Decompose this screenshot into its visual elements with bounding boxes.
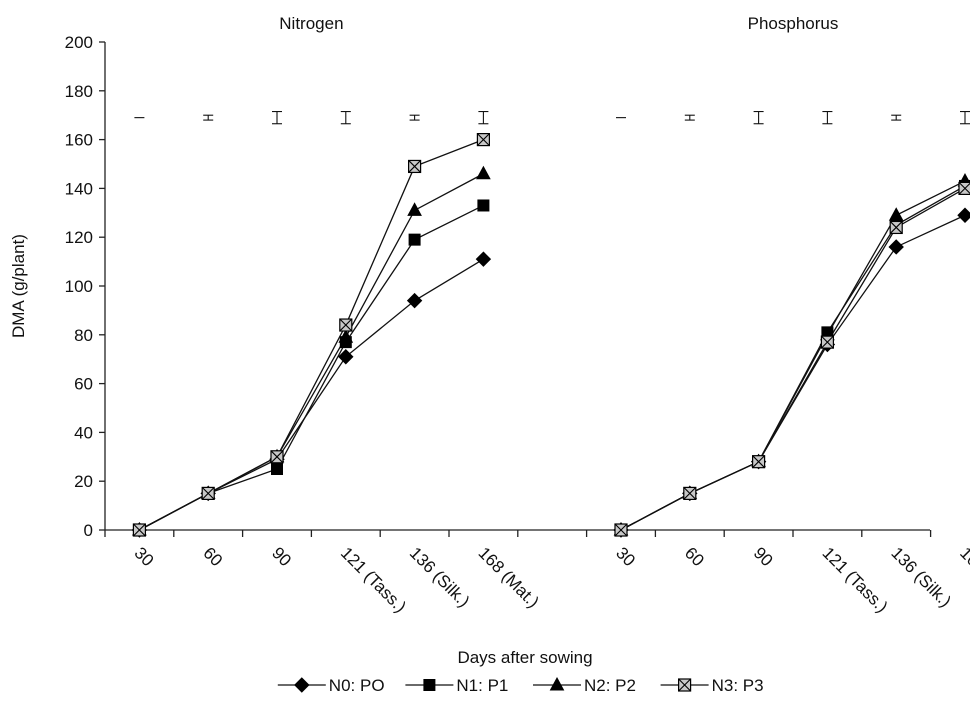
data-point — [339, 318, 353, 332]
series-line — [620, 180, 966, 531]
data-point — [338, 349, 354, 365]
x-tick-label: 30 — [131, 543, 158, 570]
data-point — [407, 202, 422, 216]
series-line — [139, 138, 484, 531]
y-tick-label: 180 — [65, 82, 93, 101]
x-tick-label: 60 — [199, 543, 226, 570]
error-bar — [891, 114, 902, 121]
legend-label: N0: PO — [329, 676, 385, 695]
y-tick-label: 40 — [74, 423, 93, 442]
x-tick-label: 136 (Silk.) — [406, 543, 474, 611]
legend-label: N3: P3 — [712, 676, 764, 695]
data-point — [751, 455, 766, 469]
error-bar — [340, 110, 351, 125]
data-point — [271, 463, 283, 475]
error-bar — [960, 110, 970, 125]
error-bar — [684, 114, 695, 121]
y-tick-label: 60 — [74, 375, 93, 394]
legend-label: N1: P1 — [456, 676, 508, 695]
x-tick-label: 90 — [268, 543, 295, 570]
y-tick-label: 20 — [74, 472, 93, 491]
y-tick-label: 120 — [65, 228, 93, 247]
data-point — [406, 292, 423, 309]
error-bar — [822, 110, 833, 125]
data-point — [683, 486, 697, 500]
error-bars — [134, 110, 970, 125]
series-line — [620, 185, 966, 531]
legend-item: N1: P1 — [405, 676, 508, 695]
x-axis-ticks: 30 60 90 121 (Tass.)136 (Silk.) 168 (Mat.) 30… — [104, 530, 970, 616]
data-point — [957, 207, 970, 223]
data-series — [131, 133, 970, 538]
data-point — [338, 329, 354, 343]
y-tick-label: 200 — [65, 33, 93, 52]
data-point — [408, 159, 422, 174]
y-tick-label: 100 — [65, 277, 93, 296]
data-point — [408, 233, 421, 246]
error-bar — [272, 110, 282, 125]
y-tick-label: 160 — [65, 131, 93, 150]
legend-marker — [423, 679, 436, 691]
legend-marker — [549, 676, 565, 691]
legend-item: N0: PO — [277, 676, 385, 695]
error-bar — [753, 110, 764, 125]
x-tick-label: 121 (Tass.) — [819, 543, 892, 616]
x-tick-label: 60 — [681, 543, 708, 570]
data-point — [475, 251, 492, 267]
series-line — [139, 204, 484, 531]
y-tick-label: 80 — [74, 326, 93, 345]
data-point — [132, 523, 146, 537]
x-axis-label: Days after sowing — [457, 648, 592, 667]
y-axis-ticks: 0 20 40 60 80 100 120 140 160 180 200 — [65, 33, 105, 540]
error-bar — [203, 114, 214, 121]
data-point — [888, 207, 904, 221]
series-line — [139, 173, 484, 531]
legend-label: N2: P2 — [584, 676, 636, 695]
data-point — [201, 486, 215, 500]
legend-item: N2: P2 — [533, 676, 636, 695]
series-line — [620, 187, 966, 531]
data-point — [820, 335, 835, 349]
series-line — [620, 214, 966, 531]
error-bar — [409, 114, 420, 121]
data-point — [888, 239, 904, 255]
data-point — [476, 165, 491, 180]
data-point — [958, 181, 970, 195]
y-axis-label: DMA (g/plant) — [9, 234, 28, 338]
data-point — [889, 220, 903, 235]
x-tick-label: 90 — [750, 543, 777, 570]
panel-title: Nitrogen — [279, 14, 343, 33]
panel-title: Phosphorus — [748, 14, 839, 33]
x-tick-label: 168 (Mat.) — [956, 543, 970, 611]
data-point — [270, 450, 284, 464]
x-tick-label: 121 (Tass.) — [337, 543, 410, 616]
data-point — [614, 523, 628, 537]
legend: N0: PO N1: P1 N2: P2 N3: P3 — [277, 676, 764, 695]
legend-marker — [294, 677, 310, 693]
y-tick-label: 0 — [84, 521, 93, 540]
error-bar — [478, 110, 489, 125]
panel-titles: Nitrogen Phosphorus — [279, 14, 838, 33]
legend-item: N3: P3 — [660, 676, 764, 695]
legend-marker — [677, 678, 692, 692]
data-point — [477, 199, 490, 212]
x-tick-label: 136 (Silk.) — [887, 543, 955, 611]
series-line — [139, 258, 484, 531]
data-point — [476, 133, 490, 147]
y-tick-label: 140 — [65, 179, 93, 198]
x-tick-label: 30 — [612, 543, 639, 570]
x-tick-label: 168 (Mat.) — [475, 543, 543, 611]
